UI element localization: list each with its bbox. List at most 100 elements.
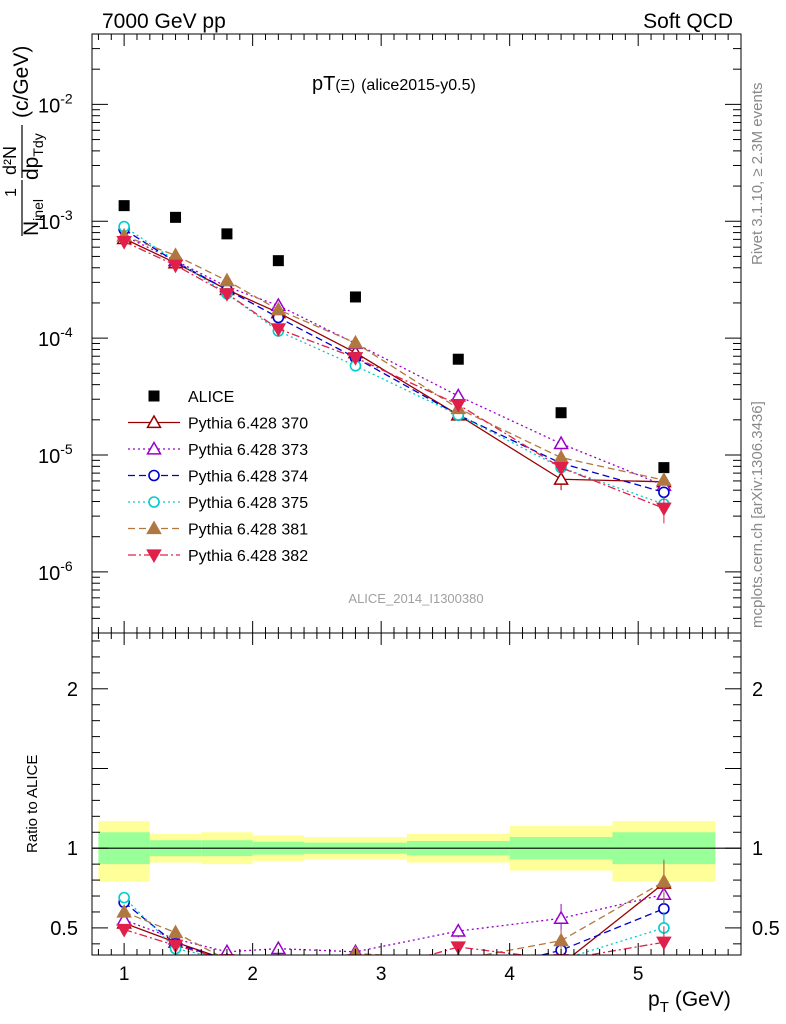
ratio-y-tick-label: 2 [67, 679, 78, 701]
series-line [123, 235, 665, 486]
ratio-ylabel: Ratio to ALICE [24, 755, 41, 853]
ratio-point [349, 971, 362, 982]
data-point [272, 255, 284, 267]
y-tick-label: 10-3 [38, 207, 73, 234]
data-point [656, 472, 672, 486]
legend-marker [146, 549, 162, 564]
x-axis-label: pT (GeV) [648, 988, 731, 1016]
ratio-point [219, 954, 235, 955]
plot-title: pT(Ξ) (alice2015-y0.5) [312, 73, 476, 95]
data-point [116, 235, 132, 250]
data-point [167, 247, 184, 262]
ratio-y-tick-label-right: 1 [752, 838, 763, 860]
legend-marker [148, 496, 160, 508]
data-point [553, 435, 569, 450]
ratio-point [557, 953, 565, 955]
ratio-point [350, 971, 360, 981]
ratio-point [453, 971, 463, 981]
data-point [658, 462, 670, 474]
ratio-series-line [123, 901, 665, 955]
ratio-point [656, 936, 672, 951]
data-point [450, 398, 467, 413]
title-symbol: (Ξ) [335, 77, 355, 94]
ylabel-n-text: N [20, 221, 43, 236]
ratio-axes: 1 2 3 4 5 0.5 0.5 1 1 2 2 [50, 633, 780, 985]
ratio-bands [92, 821, 741, 882]
y-tick-label: 10-2 [38, 90, 73, 117]
ratio-point [555, 958, 568, 969]
data-point [270, 323, 287, 337]
ratio-point [553, 954, 569, 955]
ratio-y-tick-label: 0.5 [50, 918, 78, 940]
data-point [170, 211, 182, 223]
ratio-series-line [123, 881, 665, 955]
data-point [347, 352, 364, 366]
header-right: Soft QCD [643, 10, 733, 33]
data-point [452, 353, 464, 365]
ratio-point [167, 924, 184, 939]
series-line [123, 240, 665, 509]
ratio-point [656, 873, 672, 888]
xlabel-sub: T [660, 999, 669, 1016]
xlabel-unit: (GeV) [675, 988, 731, 1011]
legend-label: Pythia 6.428 381 [188, 522, 308, 539]
data-point [553, 461, 569, 476]
legend: ALICE Pythia 6.428 370 Pythia 6.428 373 Pyt… [128, 389, 308, 565]
legend-marker [146, 520, 162, 535]
header-left: 7000 GeV pp [102, 10, 226, 33]
ratio-point [118, 891, 130, 904]
ylabel-dp-text: dp [20, 157, 43, 180]
data-point [553, 471, 569, 485]
data-point [656, 502, 672, 517]
ratio-point [167, 939, 184, 954]
title-main: pT [312, 73, 335, 95]
y-tick-label: 10-5 [38, 441, 73, 468]
ratio-point [553, 932, 569, 947]
ratio-point [453, 971, 463, 981]
title-sub: (alice2015-y0.5) [361, 77, 476, 94]
data-point [658, 486, 670, 499]
ylabel-one: 1 [3, 188, 20, 197]
data-point [555, 407, 567, 419]
ratio-panel-frame [91, 632, 742, 956]
data-point [118, 200, 130, 212]
x-tick-label: 4 [504, 964, 515, 985]
legend-marker [146, 414, 162, 429]
ylabel-unit: (c/GeV) [10, 46, 33, 118]
mcplots-label: mcplots.cern.ch [arXiv:1306.3436] [749, 401, 766, 628]
ratio-point [116, 903, 132, 918]
ratio-data [116, 859, 672, 982]
ratio-point [223, 953, 231, 955]
legend-label: Pythia 6.428 375 [188, 495, 308, 512]
ratio-point [272, 971, 285, 982]
ylabel-d2n: d²N [0, 146, 20, 175]
x-tick-label: 1 [119, 964, 130, 985]
legend-label: ALICE [188, 389, 234, 406]
ratio-point [450, 941, 467, 955]
ratio-series-line [123, 882, 665, 955]
ratio-point [452, 969, 465, 980]
data-point [219, 272, 235, 287]
data-point [347, 334, 364, 349]
ratio-y-tick-label: 1 [67, 838, 78, 860]
ratio-series-line [123, 893, 665, 953]
ratio-series-line [123, 897, 665, 955]
data-point [219, 288, 235, 302]
x-tick-label: 3 [376, 964, 387, 985]
xlabel-p: p [648, 988, 660, 1011]
series-line [123, 226, 665, 505]
ratio-y-tick-label-right: 0.5 [752, 918, 780, 940]
ratio-point [350, 971, 360, 981]
y-tick-label: 10-4 [38, 324, 73, 351]
y-tick-label: 10-6 [38, 558, 73, 585]
ratio-point [116, 923, 132, 938]
legend-label: Pythia 6.428 374 [188, 469, 308, 486]
rivet-label: Rivet 3.1.10, ≥ 2.3M events [749, 83, 766, 266]
ylabel-dp: dpTdy [20, 133, 46, 180]
legend-label: Pythia 6.428 370 [188, 416, 308, 433]
main-panel-frame [91, 33, 742, 634]
main-data [116, 200, 672, 524]
legend-marker [148, 390, 160, 402]
data-point [349, 291, 361, 303]
